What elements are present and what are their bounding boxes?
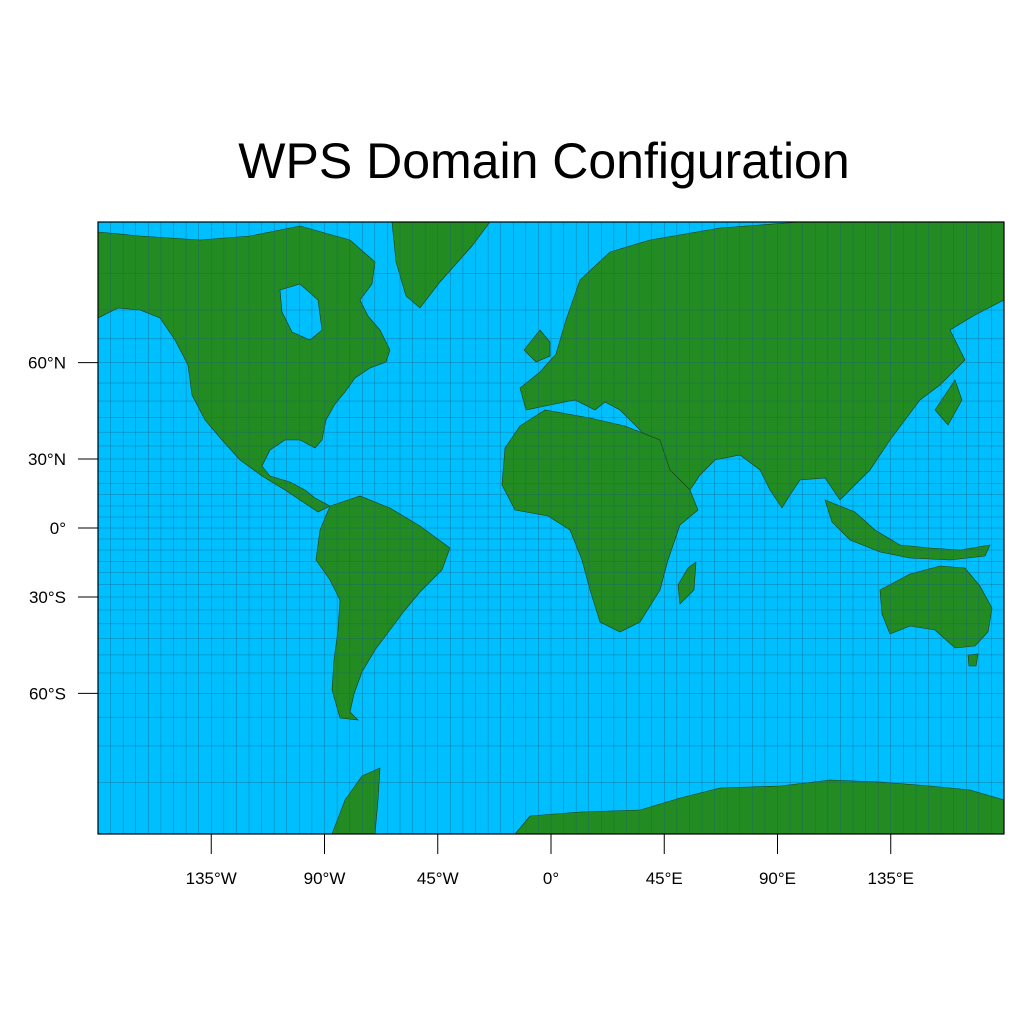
x-tick-label: 0°: [543, 869, 559, 888]
x-axis-ticks: 135°W 90°W 45°W 0° 45°E 90°E 135°E: [186, 834, 914, 888]
x-tick-label: 135°W: [186, 869, 237, 888]
y-tick-label: 0°: [50, 519, 66, 538]
y-tick-label: 60°N: [28, 354, 66, 373]
y-tick-label: 30°S: [29, 588, 66, 607]
y-tick-label: 30°N: [28, 450, 66, 469]
y-tick-label: 60°S: [29, 684, 66, 703]
x-tick-label: 90°E: [759, 869, 796, 888]
y-axis-ticks: 60°N 30°N 0° 30°S 60°S: [28, 354, 98, 704]
landmass-tasmania: [968, 654, 978, 666]
x-tick-label: 45°W: [417, 869, 459, 888]
x-tick-label: 135°E: [867, 869, 914, 888]
x-tick-label: 90°W: [304, 869, 346, 888]
x-tick-label: 45°E: [646, 869, 683, 888]
